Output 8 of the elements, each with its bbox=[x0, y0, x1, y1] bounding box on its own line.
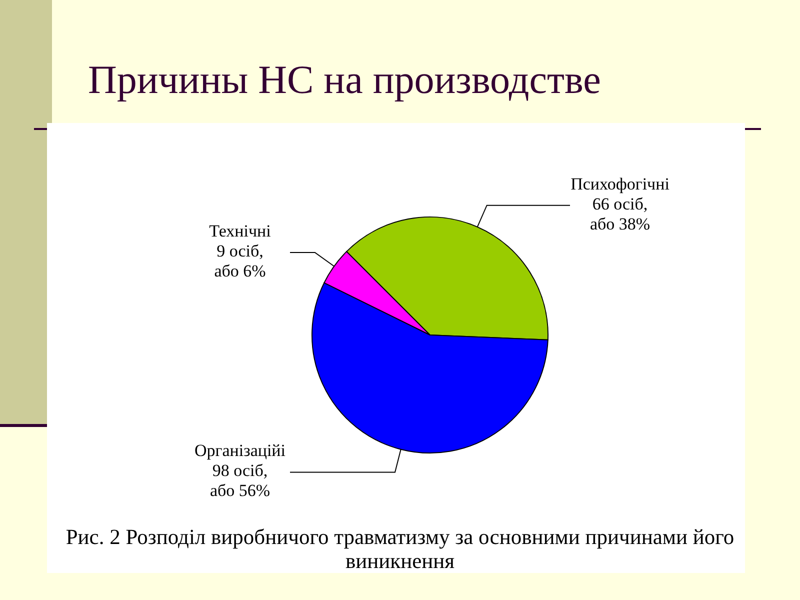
slice-label: Психофогічні bbox=[570, 174, 670, 194]
data-label: 9 осіб, або 6% bbox=[214, 242, 266, 280]
data-label: 66 осіб, або 38% bbox=[590, 194, 650, 234]
slice-label: Організаційі bbox=[194, 441, 286, 460]
data-label: 98 осіб, або 56% bbox=[210, 461, 270, 500]
text: Рис. 2 Розподіл виробничого травматизму за основними причинами його виникнення bbox=[66, 525, 734, 573]
slice-label: Технічні bbox=[209, 222, 272, 240]
chart-title: Причины НС на производстве bbox=[88, 57, 601, 102]
